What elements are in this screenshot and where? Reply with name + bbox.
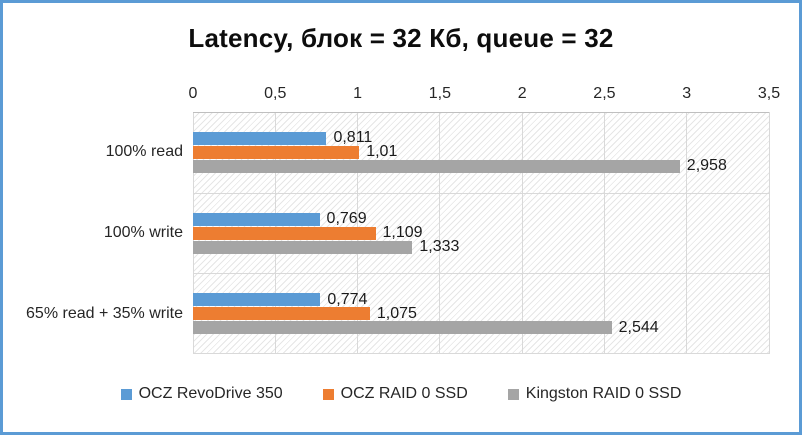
bar-series3-cat1 bbox=[193, 159, 680, 173]
x-axis: 0 0,5 1 1,5 2 2,5 3 3,5 bbox=[189, 85, 781, 107]
data-label: 1,109 bbox=[382, 224, 423, 241]
bar-series2-cat1 bbox=[193, 145, 360, 159]
horizontal-gridline bbox=[193, 353, 769, 354]
data-label: 1,01 bbox=[366, 143, 398, 161]
category-axis: 100% read 100% write 65% read + 35% write bbox=[3, 112, 183, 354]
vertical-gridline bbox=[686, 112, 688, 354]
category-label: 65% read + 35% write bbox=[26, 304, 183, 322]
legend-swatch-icon bbox=[322, 388, 334, 400]
x-axis-tick-label: 1,5 bbox=[428, 85, 451, 102]
top-axis-line bbox=[193, 112, 769, 113]
bar-series3-cat2 bbox=[193, 240, 413, 254]
legend-item-series1: OCZ RevoDrive 350 bbox=[120, 385, 283, 403]
data-label: 2,958 bbox=[686, 157, 727, 175]
data-label: 1,333 bbox=[419, 238, 460, 255]
data-label: 2,544 bbox=[618, 318, 659, 336]
horizontal-gridline bbox=[193, 192, 769, 194]
legend-item-series2: OCZ RAID 0 SSD bbox=[322, 385, 468, 403]
legend-label: OCZ RevoDrive 350 bbox=[138, 385, 283, 402]
legend-label: OCZ RAID 0 SSD bbox=[340, 385, 468, 402]
x-axis-tick-label: 1 bbox=[353, 85, 363, 102]
x-axis-tick-label: 0,5 bbox=[264, 85, 287, 102]
x-axis-tick-label: 2,5 bbox=[593, 85, 616, 102]
vertical-gridline bbox=[768, 112, 770, 354]
bar-series1-cat3 bbox=[193, 293, 321, 307]
legend-item-series3: Kingston RAID 0 SSD bbox=[507, 385, 682, 403]
x-axis-tick-label: 3,5 bbox=[757, 85, 781, 102]
legend: OCZ RevoDrive 350 OCZ RAID 0 SSD Kingston … bbox=[3, 385, 799, 403]
bar-series3-cat3 bbox=[193, 321, 612, 335]
chart-title: Latency, блок = 32 Кб, queue = 32 bbox=[188, 23, 614, 53]
data-label: 1,075 bbox=[376, 304, 417, 322]
x-axis-tick-label: 2 bbox=[517, 85, 527, 102]
vertical-gridline bbox=[521, 112, 523, 354]
category-label: 100% write bbox=[103, 224, 183, 241]
horizontal-gridline bbox=[193, 273, 769, 275]
bar-series2-cat2 bbox=[193, 226, 376, 240]
plot-area: 0,811 1,01 2,958 0,769 1,109 1,333 0,774 1,075 2… bbox=[192, 112, 770, 354]
legend-swatch-icon bbox=[120, 388, 132, 400]
x-axis-tick-label: 3 bbox=[682, 85, 692, 102]
legend-label: Kingston RAID 0 SSD bbox=[525, 385, 682, 402]
bar-series1-cat1 bbox=[193, 131, 327, 145]
data-label: 0,769 bbox=[326, 210, 367, 227]
legend-swatch-icon bbox=[507, 388, 519, 400]
data-label: 0,811 bbox=[333, 129, 373, 147]
bar-series1-cat2 bbox=[193, 212, 320, 226]
x-axis-tick-label: 0 bbox=[188, 85, 198, 102]
bar-series2-cat3 bbox=[193, 307, 370, 321]
vertical-gridline bbox=[439, 112, 441, 354]
category-label: 100% read bbox=[105, 143, 183, 161]
vertical-gridline bbox=[603, 112, 605, 354]
data-label: 0,774 bbox=[327, 290, 368, 308]
